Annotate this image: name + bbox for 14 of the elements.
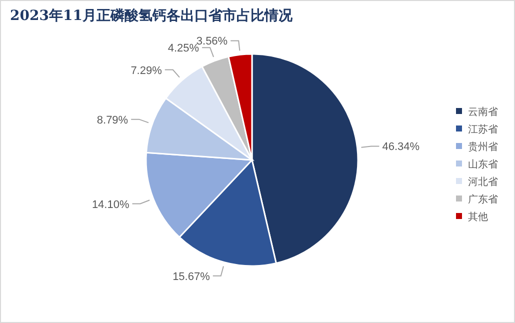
legend-label: 其他 [468, 211, 488, 223]
legend-label: 河北省 [468, 176, 498, 188]
legend-label: 贵州省 [468, 141, 498, 153]
data-label: 8.79% [96, 114, 128, 126]
data-label: 15.67% [172, 270, 210, 283]
chart-title: 2023年11月正磷酸氢钙各出口省市占比情况 [10, 7, 294, 24]
data-label: 4.25% [168, 42, 200, 55]
legend-label: 江苏省 [468, 124, 498, 136]
legend-label: 广东省 [468, 194, 498, 206]
data-label: 7.29% [130, 64, 162, 77]
data-label: 46.34% [382, 141, 420, 154]
data-label: 14.10% [92, 198, 130, 211]
legend-label: 山东省 [468, 158, 498, 170]
legend-label: 云南省 [468, 106, 498, 118]
